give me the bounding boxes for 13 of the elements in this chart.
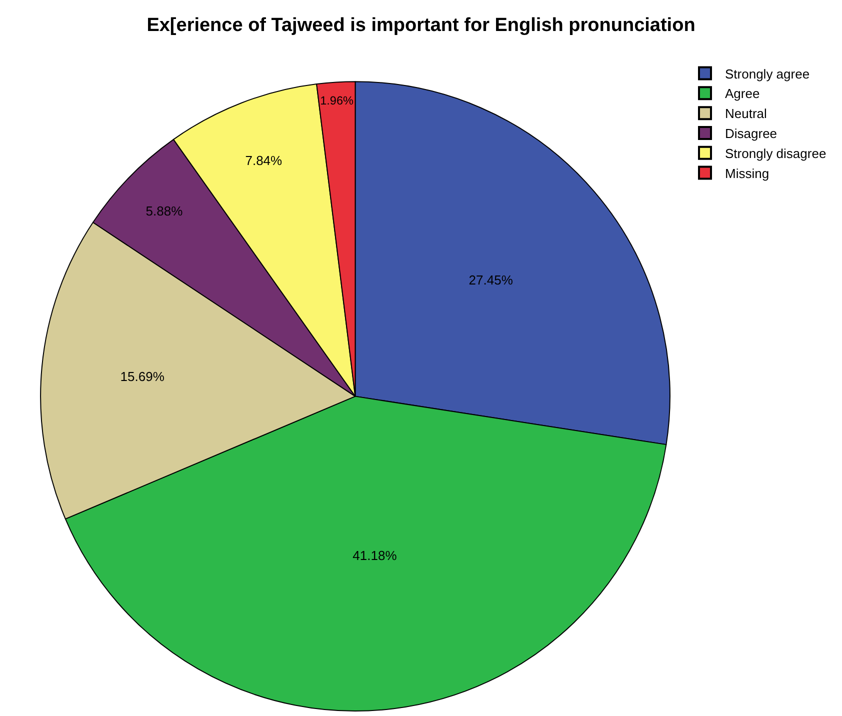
chart-title: Ex[erience of Tajweed is important for English pronunciation — [146, 15, 696, 36]
legend-label: Neutral — [725, 106, 768, 122]
data-label: 7.84% — [245, 152, 283, 168]
data-label: 15.69% — [120, 369, 165, 384]
data-label: 1.96% — [320, 94, 354, 108]
legend-label: Disagree — [725, 126, 778, 142]
legend-label: Agree — [725, 86, 760, 102]
legend-label: Strongly disagree — [725, 146, 826, 161]
data-label: 5.88% — [146, 204, 184, 219]
legend-label: Missing — [725, 166, 770, 181]
data-label: 27.45% — [468, 272, 514, 288]
data-label: 41.18% — [352, 548, 398, 563]
legend-label: Strongly agree — [725, 66, 810, 82]
